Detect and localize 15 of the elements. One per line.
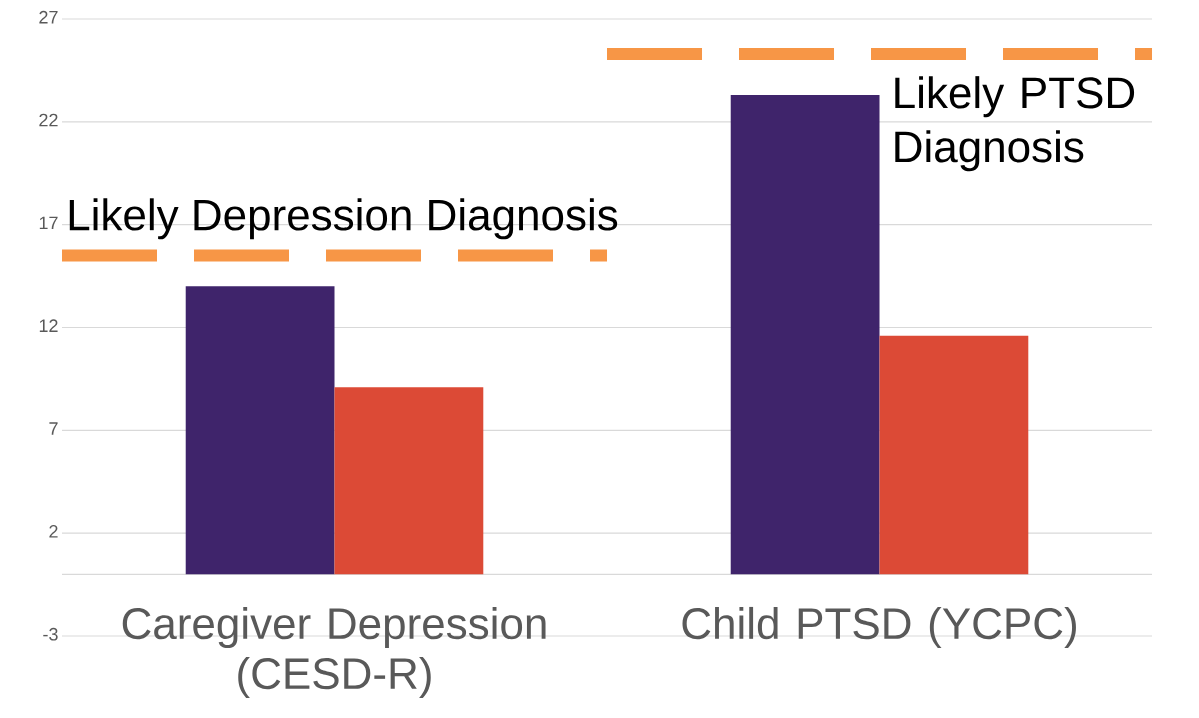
ref-line-label: Likely PTSD Diagnosis	[895, 76, 1135, 172]
bar	[879, 335, 1029, 575]
y-tick-label: 12	[39, 319, 58, 332]
bar	[334, 387, 484, 575]
x-tick-label: Caregiver Depression (CESD-R)	[122, 606, 546, 698]
y-tick-label: 17	[39, 216, 58, 230]
bar	[730, 95, 880, 575]
y-tick-label: 27	[39, 10, 58, 24]
x-tick-label: Child PTSD (YCPC)	[682, 606, 1076, 648]
y-tick-label: -3	[43, 627, 58, 641]
ref-line-label: Likely Depression Diagnosis	[69, 198, 618, 240]
bar	[185, 286, 335, 575]
y-tick-label: 2	[49, 525, 58, 538]
y-tick-label: 7	[49, 422, 58, 435]
y-tick-label: 22	[39, 113, 58, 127]
